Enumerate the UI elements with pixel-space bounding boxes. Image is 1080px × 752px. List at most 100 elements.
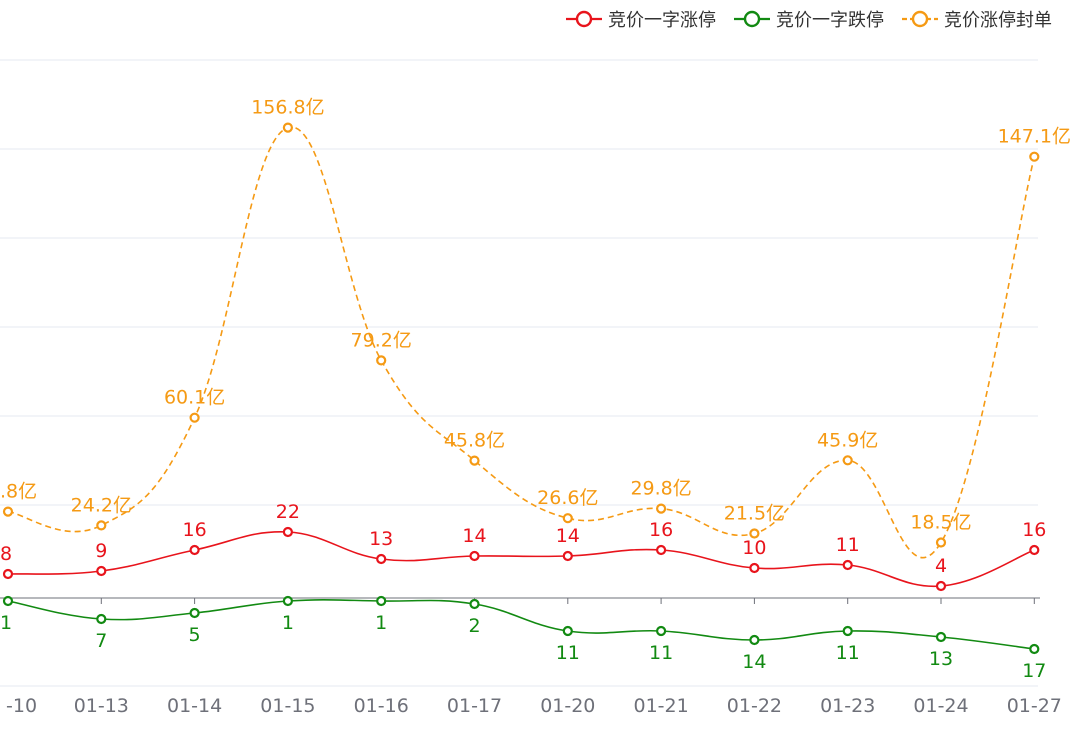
limit-down-point[interactable] — [282, 595, 293, 607]
seal-amount-data-label: 45.8亿 — [444, 430, 505, 452]
seal-amount-point[interactable] — [749, 528, 760, 539]
x-tick-label: 01-13 — [74, 695, 129, 717]
limit-down-data-label: 14 — [742, 651, 766, 673]
seal-amount-data-label: 60.1亿 — [164, 387, 225, 409]
seal-amount-data-label: 156.8亿 — [251, 97, 324, 119]
x-tick-label: 01-14 — [167, 695, 222, 717]
limit-down-data-label: 17 — [1022, 660, 1046, 682]
x-tick-label: 01-23 — [820, 695, 875, 717]
limit-up-point[interactable] — [562, 550, 573, 562]
limit-up-point[interactable] — [749, 562, 760, 574]
legend-line-marker-icon — [734, 10, 770, 28]
seal-amount-data-label: 18.5亿 — [910, 512, 971, 534]
limit-down-point[interactable] — [935, 631, 947, 643]
limit-down-point[interactable] — [2, 595, 14, 607]
chart-legend: 竞价一字涨停 竞价一字跌停 竞价涨停封单 — [566, 6, 1052, 32]
limit-down-point[interactable] — [749, 634, 760, 646]
limit-up-data-label: 4 — [935, 555, 947, 577]
seal-amount-data-label: 21.5亿 — [724, 503, 785, 525]
seal-amount-point[interactable] — [1029, 151, 1040, 162]
seal-amount-point[interactable] — [469, 455, 480, 466]
limit-down-point[interactable] — [469, 598, 480, 610]
limit-up-data-label: 22 — [276, 501, 300, 523]
seal-amount-point[interactable] — [376, 355, 387, 366]
limit-down-data-label: 2 — [468, 615, 480, 637]
x-tick-label: 01-27 — [1007, 695, 1062, 717]
limit-up-point[interactable] — [96, 565, 107, 577]
legend-item[interactable]: 竞价一字跌停 — [734, 6, 884, 32]
limit-down-data-label: 11 — [556, 642, 580, 664]
seal-amount-point[interactable] — [189, 412, 200, 423]
seal-amount-data-label: 26.6亿 — [537, 487, 598, 509]
limit-up-data-label: 11 — [836, 534, 860, 556]
limit-up-series: 8 9 16 22 13 14 14 16 10 11 4 16 — [0, 501, 1046, 592]
seal-amount-data-label: 147.1亿 — [998, 126, 1071, 148]
limit-up-point[interactable] — [376, 553, 387, 565]
limit-up-point[interactable] — [282, 526, 293, 538]
seal-amount-data-label: 79.2亿 — [351, 329, 412, 351]
seal-amount-point[interactable] — [935, 537, 947, 548]
limit-down-point[interactable] — [96, 613, 107, 625]
x-axis-ticks: -10 01-13 01-14 01-15 01-16 01-17 01-20 01-21 01… — [6, 598, 1062, 717]
limit-up-point[interactable] — [935, 580, 947, 592]
legend-label: 竞价一字涨停 — [608, 10, 716, 31]
seal-amount-point[interactable] — [562, 513, 573, 524]
legend-line-marker-icon — [902, 10, 938, 28]
legend-item[interactable]: 竞价一字涨停 — [566, 6, 716, 32]
seal-amount-line — [7, 126, 1036, 559]
x-tick-label: 01-15 — [260, 695, 315, 717]
legend-item[interactable]: 竞价涨停封单 — [902, 6, 1052, 32]
limit-up-data-label: 16 — [649, 519, 673, 541]
limit-down-data-label: 7 — [95, 630, 107, 652]
limit-up-data-label: 16 — [183, 519, 207, 541]
x-tick-label: 01-21 — [633, 695, 688, 717]
limit-up-point[interactable] — [2, 568, 14, 580]
limit-down-point[interactable] — [562, 625, 573, 637]
seal-amount-data-label: 45.9亿 — [817, 429, 878, 451]
limit-up-data-label: 10 — [742, 537, 766, 559]
x-tick-label: 01-17 — [447, 695, 502, 717]
limit-down-data-label: 1 — [375, 612, 387, 634]
seal-amount-data-label: 29.8亿 — [630, 478, 691, 500]
limit-up-point[interactable] — [1029, 544, 1040, 556]
limit-up-line — [7, 531, 1035, 588]
limit-down-point[interactable] — [189, 607, 200, 619]
limit-up-data-label: 16 — [1022, 519, 1046, 541]
seal-amount-point[interactable] — [2, 506, 14, 517]
limit-up-point[interactable] — [189, 544, 200, 556]
legend-label: 竞价涨停封单 — [944, 10, 1052, 31]
limit-up-data-label: 9 — [95, 540, 107, 562]
limit-up-data-label: 14 — [556, 525, 580, 547]
seal-amount-point[interactable] — [96, 520, 107, 531]
legend-line-marker-icon — [566, 10, 602, 28]
limit-down-data-label: 5 — [189, 624, 201, 646]
limit-down-point[interactable] — [655, 625, 667, 637]
x-tick-label: 01-16 — [354, 695, 409, 717]
limit-down-data-label: 11 — [836, 642, 860, 664]
seal-amount-data-label: 24.2亿 — [71, 494, 132, 516]
limit-down-data-label: 11 — [649, 642, 673, 664]
limit-down-point[interactable] — [376, 595, 387, 607]
limit-up-point[interactable] — [655, 544, 667, 556]
limit-down-data-label: 1 — [0, 612, 12, 634]
limit-up-data-label: 14 — [462, 525, 486, 547]
limit-down-data-label: 1 — [282, 612, 294, 634]
seal-amount-point[interactable] — [655, 503, 667, 514]
limit-down-point[interactable] — [842, 625, 853, 637]
legend-label: 竞价一字跌停 — [776, 10, 884, 31]
limit-up-point[interactable] — [469, 550, 480, 562]
seal-amount-point[interactable] — [282, 122, 293, 133]
x-tick-label: 01-22 — [727, 695, 782, 717]
seal-amount-series: .8亿 24.2亿 60.1亿 156.8亿 79.2亿 45.8亿 26.6亿 29.8亿 2… — [0, 97, 1071, 559]
limit-up-point[interactable] — [842, 559, 853, 571]
seal-amount-data-label: .8亿 — [0, 481, 37, 503]
grid — [0, 59, 1038, 687]
x-tick-label: -10 — [6, 695, 37, 717]
limit-up-data-label: 8 — [0, 543, 12, 565]
seal-amount-point[interactable] — [842, 455, 853, 466]
x-tick-label: 01-20 — [540, 695, 595, 717]
limit-down-point[interactable] — [1029, 643, 1040, 655]
